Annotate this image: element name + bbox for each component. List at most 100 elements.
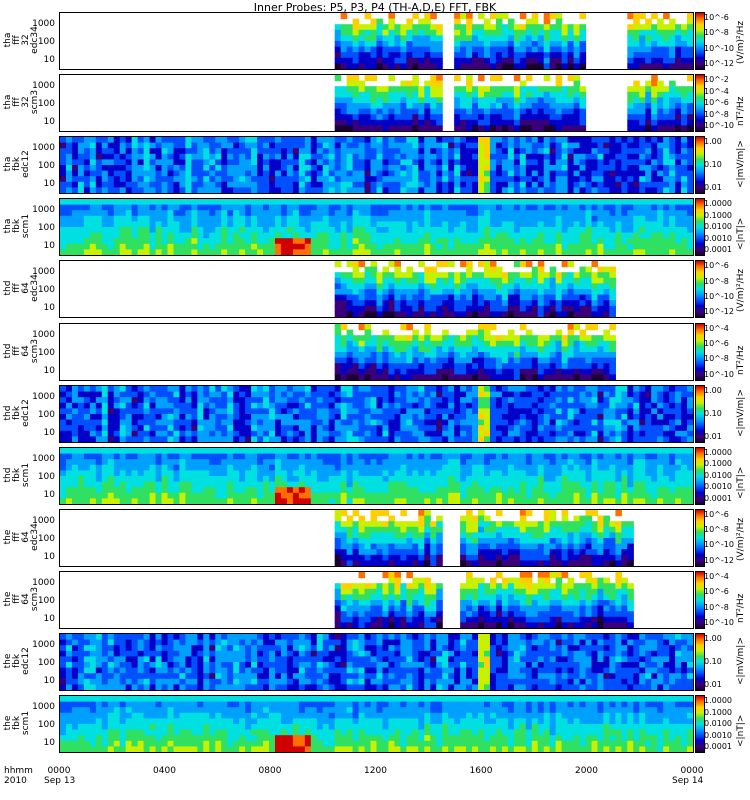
spectrogram-cell bbox=[430, 63, 437, 69]
spectrogram-cell bbox=[155, 391, 163, 398]
spectrogram-cell bbox=[101, 165, 109, 172]
spectrogram-cell bbox=[543, 424, 551, 431]
spectrogram-cell bbox=[436, 362, 443, 369]
spectrogram-cell bbox=[119, 396, 127, 403]
spectrogram-cell bbox=[561, 419, 569, 426]
spectrogram-cell bbox=[364, 419, 372, 426]
spectrogram-cell bbox=[209, 396, 216, 403]
spectrogram-cell bbox=[412, 221, 419, 228]
spectrogram-cell bbox=[555, 238, 563, 245]
spectrogram-cell bbox=[585, 165, 593, 172]
spectrogram-cell bbox=[609, 249, 616, 256]
spectrogram-cell bbox=[394, 306, 401, 313]
spectrogram-cell bbox=[537, 402, 545, 409]
spectrogram-cell bbox=[687, 232, 693, 240]
spectrogram-cell bbox=[579, 221, 587, 228]
spectrogram-cell bbox=[334, 323, 342, 330]
spectrogram-cell bbox=[489, 165, 497, 172]
spectrogram-cell bbox=[424, 29, 431, 36]
spectrogram-cell bbox=[537, 435, 545, 442]
spectrogram-cell bbox=[537, 97, 545, 104]
spectrogram-cell bbox=[203, 391, 210, 398]
spectrogram-cell bbox=[107, 221, 115, 228]
spectrogram-cell bbox=[525, 244, 533, 251]
spectrogram-cell bbox=[358, 63, 366, 69]
spectrogram-cell bbox=[531, 159, 539, 166]
spectrogram-cell bbox=[155, 170, 163, 177]
spectrogram-cell bbox=[513, 283, 521, 290]
spectrogram-cell bbox=[364, 238, 372, 245]
spectrogram-cell bbox=[352, 261, 360, 268]
spectrogram-cell bbox=[549, 227, 557, 234]
spectrogram-cell bbox=[131, 232, 139, 240]
spectrogram-cell bbox=[549, 357, 557, 364]
spectrogram-cell bbox=[352, 340, 360, 347]
spectrogram-cell bbox=[609, 181, 616, 189]
spectrogram-cell bbox=[358, 232, 366, 240]
spectrogram-cell bbox=[489, 210, 497, 217]
spectrogram-cell bbox=[543, 204, 551, 212]
spectrogram-cell bbox=[478, 323, 485, 330]
spectrogram-cell bbox=[269, 227, 276, 234]
spectrogram-cell bbox=[483, 407, 491, 415]
spectrogram-cell bbox=[286, 238, 294, 245]
spectrogram-cell bbox=[245, 199, 252, 206]
spectrogram-cell bbox=[400, 103, 407, 110]
spectrogram-cell bbox=[466, 402, 473, 409]
spectrogram-cell bbox=[633, 108, 640, 115]
spectrogram-cell bbox=[537, 114, 545, 121]
spectrogram-cell bbox=[328, 249, 336, 256]
spectrogram-cell bbox=[430, 216, 437, 223]
spectrogram-cell bbox=[95, 402, 103, 409]
spectrogram-cell bbox=[316, 148, 324, 155]
spectrogram-cell bbox=[460, 227, 467, 234]
spectrogram-cell bbox=[83, 142, 91, 149]
spectrogram-cell bbox=[436, 153, 443, 161]
spectrogram-cell bbox=[406, 103, 413, 110]
spectrogram-cell bbox=[436, 261, 443, 268]
spectrogram-cell bbox=[585, 419, 593, 426]
spectrogram-cell bbox=[501, 114, 509, 121]
spectrogram-cell bbox=[71, 413, 79, 420]
spectrogram-cell bbox=[101, 137, 109, 144]
spectrogram-cell bbox=[221, 204, 228, 212]
spectrogram-cell bbox=[412, 232, 419, 240]
spectrogram-cell bbox=[370, 306, 378, 313]
spectrogram-cell bbox=[675, 181, 682, 189]
spectrogram-cell bbox=[394, 289, 401, 296]
spectrogram-cell bbox=[173, 148, 181, 155]
spectrogram-cell bbox=[645, 103, 652, 110]
spectrogram-cell bbox=[197, 424, 204, 431]
spectrogram-cell bbox=[501, 204, 509, 212]
spectrogram-cell bbox=[370, 340, 378, 347]
spectrogram-cell bbox=[358, 97, 366, 104]
spectrogram-cell bbox=[663, 103, 670, 110]
spectrogram-cell bbox=[382, 159, 390, 166]
spectrogram-cell bbox=[316, 210, 324, 217]
spectrogram-cell bbox=[472, 170, 479, 177]
spectrogram-cell bbox=[633, 181, 640, 189]
spectrogram-cell bbox=[269, 402, 276, 409]
spectrogram-cell bbox=[364, 289, 372, 296]
spectrogram-cell bbox=[633, 103, 640, 110]
spectrogram-cell bbox=[167, 165, 175, 172]
spectrogram-cell bbox=[645, 80, 652, 87]
spectrogram-cell bbox=[561, 413, 569, 420]
spectrogram-cell bbox=[436, 187, 443, 194]
spectrogram-cell bbox=[478, 204, 485, 212]
spectrogram-cell bbox=[627, 165, 634, 172]
spectrogram-cell bbox=[651, 125, 658, 132]
spectrogram-cell bbox=[227, 391, 234, 398]
spectrogram-cell bbox=[107, 148, 115, 155]
spectrogram-cell bbox=[269, 181, 276, 189]
spectrogram-cell bbox=[149, 407, 157, 415]
spectrogram-cell bbox=[95, 210, 103, 217]
spectrogram-cell bbox=[651, 424, 658, 431]
spectrogram-cell bbox=[346, 345, 354, 353]
spectrogram-cell bbox=[579, 204, 587, 212]
spectrogram-cell bbox=[424, 210, 431, 217]
spectrogram-cell bbox=[579, 238, 587, 245]
spectrogram-cell bbox=[173, 238, 181, 245]
spectrogram-cell bbox=[454, 199, 461, 206]
spectrogram-cell bbox=[310, 435, 318, 442]
